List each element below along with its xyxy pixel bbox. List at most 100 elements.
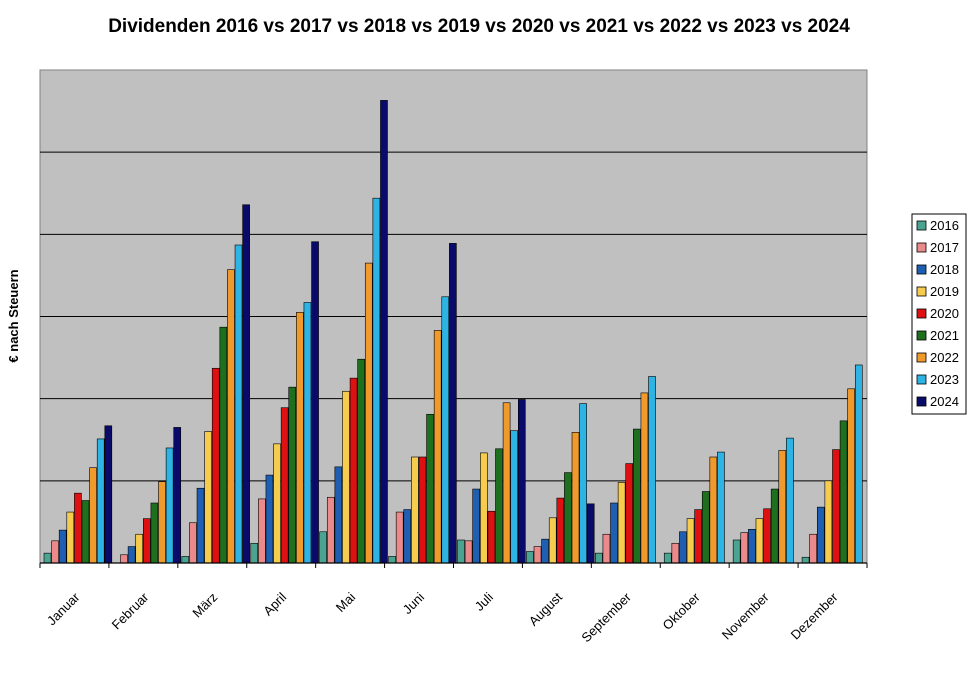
bar-2018-märz (196, 487, 205, 564)
bar-2021-juni (426, 413, 434, 564)
x-tick-label-märz: März (189, 590, 220, 621)
bar-2023-februar (165, 447, 174, 564)
legend-swatch-2016 (916, 220, 927, 231)
legend-label-2019: 2019 (930, 284, 959, 299)
bar-2024-märz (242, 204, 250, 564)
legend-label-2017: 2017 (930, 240, 959, 255)
chart-title: Dividenden 2016 vs 2017 vs 2018 vs 2019 … (108, 16, 850, 37)
y-axis-title: € nach Steuern (6, 269, 21, 362)
bar-2020-august (556, 497, 565, 564)
bar-2022-februar (158, 481, 166, 564)
bar-2021-april (288, 386, 297, 564)
bar-2023-januar (96, 438, 105, 564)
bar-2021-märz (219, 326, 228, 564)
bar-2020-februar (143, 518, 151, 564)
bar-2020-mai (349, 377, 358, 564)
bar-2021-oktober (701, 491, 710, 564)
bar-2022-dezember (847, 388, 855, 564)
bar-2017-august (533, 546, 542, 564)
bar-2023-september (648, 376, 656, 564)
x-tick-label-mai: Mai (333, 589, 358, 614)
bar-2018-juli (472, 488, 481, 564)
bar-2017-november (740, 532, 749, 564)
bar-2022-mai (364, 262, 373, 564)
bar-2022-april (296, 312, 304, 564)
bar-2020-märz (211, 367, 220, 564)
bar-2021-januar (81, 500, 90, 564)
bar-2018-mai (334, 466, 343, 564)
bar-2021-juli (495, 448, 503, 564)
bar-2016-mai (319, 531, 327, 564)
bar-2020-juni (418, 456, 427, 564)
bar-2024-august (586, 503, 595, 564)
bar-2020-dezember (832, 449, 840, 564)
legend-label-2024: 2024 (930, 394, 959, 409)
bar-2023-juni (441, 296, 450, 564)
bar-2018-juni (403, 509, 412, 564)
legend: 2016 2017 2018 2019 2020 2021 2022 2023 2024 (911, 213, 967, 415)
bar-2023-mai (372, 197, 381, 564)
bar-2022-märz (227, 269, 235, 564)
bar-2019-märz (204, 431, 212, 564)
bar-2020-april (280, 407, 289, 564)
bar-2017-oktober (671, 542, 680, 564)
bar-2017-april (258, 498, 266, 564)
bar-2018-dezember (816, 506, 825, 564)
bar-2022-oktober (709, 456, 718, 564)
bar-2016-november (732, 539, 741, 564)
bar-2016-september (595, 552, 603, 564)
bar-2020-oktober (694, 509, 702, 564)
bar-2017-mai (326, 496, 335, 564)
x-tick-label-september: September (578, 589, 634, 645)
bar-2023-november (786, 437, 794, 564)
legend-swatch-2019 (916, 286, 927, 297)
bar-2024-februar (173, 427, 182, 564)
bar-2024-juli (517, 399, 526, 564)
bar-2019-januar (66, 511, 75, 564)
bar-2019-juli (479, 452, 488, 564)
bar-2017-juni (395, 511, 404, 564)
x-tick-label-juli: Juli (472, 589, 496, 613)
bar-2018-januar (58, 529, 67, 564)
bar-2020-januar (74, 492, 82, 564)
bar-2016-januar (43, 552, 52, 564)
bar-2022-september (640, 392, 649, 564)
bar-2021-august (564, 472, 572, 564)
bar-2017-februar (120, 554, 128, 564)
bar-2021-februar (150, 502, 159, 564)
x-tick-label-dezember: Dezember (788, 589, 841, 642)
legend-label-2016: 2016 (930, 218, 959, 233)
bar-2021-dezember (839, 420, 848, 564)
bar-2016-april (250, 542, 259, 564)
x-tick-label-januar: Januar (44, 589, 83, 628)
bar-2019-september (617, 482, 626, 564)
bar-2017-dezember (809, 533, 817, 564)
bar-2020-november (763, 508, 771, 564)
bar-2023-oktober (717, 451, 725, 564)
bar-2024-april (311, 241, 319, 564)
bar-2023-dezember (854, 364, 863, 564)
legend-label-2020: 2020 (930, 306, 959, 321)
legend-label-2021: 2021 (930, 328, 959, 343)
legend-swatch-2023 (916, 374, 927, 385)
bar-2022-januar (89, 467, 97, 564)
bar-2023-juli (510, 430, 519, 564)
bar-2017-märz (189, 522, 197, 564)
bar-2019-dezember (824, 480, 833, 564)
bar-2021-november (770, 488, 779, 564)
bar-2017-juli (464, 540, 473, 564)
bar-2018-september (610, 502, 618, 564)
bar-2021-september (633, 428, 641, 564)
bar-2019-april (273, 443, 281, 564)
bar-2019-juni (411, 456, 419, 564)
bar-2016-märz (181, 556, 190, 564)
bar-2017-januar (51, 540, 59, 564)
bar-2023-märz (234, 244, 243, 564)
bar-2017-september (602, 533, 611, 564)
x-tick-label-oktober: Oktober (660, 589, 704, 633)
legend-swatch-2021 (916, 330, 927, 341)
legend-label-2018: 2018 (930, 262, 959, 277)
x-tick-label-juni: Juni (400, 589, 428, 617)
bar-2022-august (571, 432, 580, 564)
